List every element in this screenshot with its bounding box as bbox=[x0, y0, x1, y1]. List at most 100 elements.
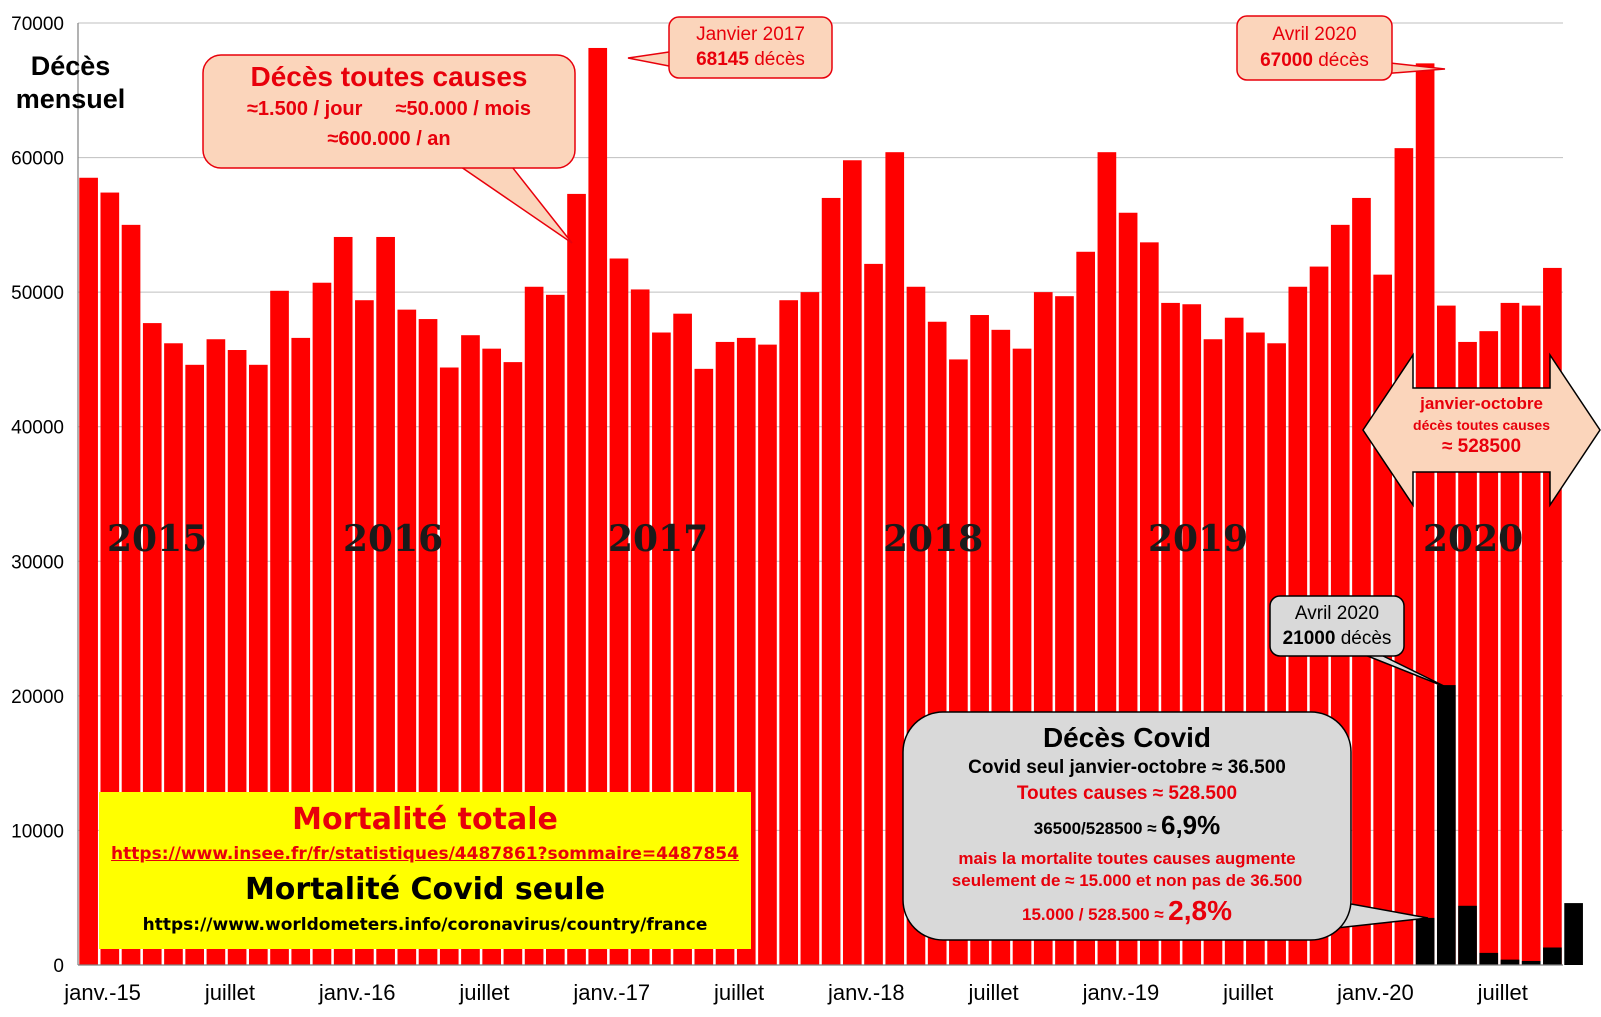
apr2020-total-callout-title: Avril 2020 bbox=[1272, 24, 1357, 45]
year-label-2018: 2018 bbox=[883, 518, 984, 560]
x-tick-label: janv.-20 bbox=[1336, 980, 1414, 1005]
bars-covid-deaths bbox=[1415, 685, 1583, 965]
bar-total bbox=[567, 193, 586, 966]
covid-box bbox=[902, 711, 1352, 941]
x-tick-label: janv.-19 bbox=[1082, 980, 1160, 1005]
apr2020-total-callout-value: 67000 bbox=[1260, 50, 1313, 71]
year-label-2020: 2020 bbox=[1423, 518, 1524, 560]
total-bubble-per-month: ≈50.000 / mois bbox=[395, 98, 532, 120]
y-tick-label: 70000 bbox=[11, 14, 64, 35]
bar-covid bbox=[1543, 947, 1562, 965]
y-axis-title-line2: mensuel bbox=[15, 84, 126, 114]
bar-total bbox=[821, 197, 841, 965]
y-tick-label: 30000 bbox=[11, 552, 64, 573]
x-tick-label: janv.-18 bbox=[827, 980, 905, 1005]
y-tick-label: 20000 bbox=[11, 687, 64, 708]
x-tick-labels: janv.-15 juillet janv.-16 juillet janv.-17 ju… bbox=[63, 980, 1528, 1005]
sources-box: Mortalité totale https://www.insee.fr/fr… bbox=[99, 792, 751, 949]
covid-box-text: Décès Covid Covid seul janvier-octobre ≈… bbox=[903, 721, 1351, 935]
jan2017-callout-value: 68145 bbox=[696, 49, 749, 70]
x-tick-label: janv.-16 bbox=[318, 980, 396, 1005]
bar-total bbox=[842, 160, 862, 965]
apr2020-total-callout-text: Avril 2020 67000 décès bbox=[1237, 22, 1392, 74]
year-label-2019: 2019 bbox=[1148, 518, 1249, 560]
total-bubble-title: Décès toutes causes bbox=[250, 61, 528, 92]
x-tick-label: juillet bbox=[713, 980, 764, 1005]
axes bbox=[77, 23, 1563, 966]
total-bubble-per-day: ≈1.500 / jour bbox=[246, 98, 363, 120]
period-arrow-line3: ≈ 528500 bbox=[1441, 436, 1522, 457]
apr2020-covid-callout-text: Avril 2020 21000 décès bbox=[1270, 601, 1404, 651]
apr2020-total-callout-unit: décès bbox=[1318, 50, 1369, 71]
bar-total bbox=[333, 236, 353, 965]
covid-box-line5: seulement de ≈ 15.000 et non pas de 36.5… bbox=[951, 871, 1303, 890]
apr2020-covid-callout-title: Avril 2020 bbox=[1294, 603, 1380, 624]
total-bubble-text: Décès toutes causes ≈1.500 / jour ≈50.00… bbox=[203, 60, 575, 154]
bar-covid bbox=[1564, 903, 1583, 965]
bar-total bbox=[609, 258, 629, 965]
covid-box-excess-label: 15.000 / 528.500 ≈ bbox=[1022, 905, 1164, 924]
apr2020-covid-callout-unit: décès bbox=[1340, 628, 1392, 649]
period-arrow-text: janvier-octobre décès toutes causes ≈ 52… bbox=[1413, 393, 1550, 459]
y-axis-title: Décès mensuel bbox=[8, 50, 133, 116]
bar-covid bbox=[1479, 952, 1499, 965]
y-tick-label: 0 bbox=[53, 956, 64, 977]
y-axis-title-line1: Décès bbox=[30, 51, 111, 81]
bar-covid bbox=[1521, 960, 1541, 965]
bar-total bbox=[376, 236, 395, 965]
y-tick-label: 50000 bbox=[11, 283, 64, 304]
total-bubble-per-year: ≈600.000 / an bbox=[327, 128, 451, 150]
bar-total bbox=[1352, 197, 1371, 965]
jan2017-callout-title: Janvier 2017 bbox=[696, 24, 805, 45]
apr2020-covid-callout-pointer bbox=[1354, 650, 1449, 689]
bar-covid bbox=[1415, 917, 1435, 965]
covid-box-excess-value: 2,8% bbox=[1168, 895, 1232, 926]
bar-total bbox=[1479, 331, 1499, 965]
total-bubble bbox=[202, 54, 576, 169]
y-tick-labels: 0 10000 20000 30000 40000 50000 60000 70000 bbox=[11, 14, 64, 977]
bar-total bbox=[864, 263, 883, 966]
source-covid-url[interactable]: https://www.worldometers.info/coronaviru… bbox=[142, 915, 708, 935]
y-tick-label: 60000 bbox=[11, 149, 64, 170]
covid-box-title: Décès Covid bbox=[1042, 722, 1212, 753]
x-tick-label: juillet bbox=[968, 980, 1019, 1005]
y-tick-label: 40000 bbox=[11, 418, 64, 439]
period-arrow-line1: janvier-octobre bbox=[1420, 394, 1543, 413]
year-label-2016: 2016 bbox=[343, 518, 444, 560]
bar-total bbox=[1394, 148, 1414, 965]
x-tick-label: juillet bbox=[1477, 980, 1528, 1005]
period-arrow-line2: décès toutes causes bbox=[1413, 417, 1550, 433]
source-covid-title: Mortalité Covid seule bbox=[244, 872, 606, 907]
bar-total bbox=[800, 292, 820, 966]
source-total-url[interactable]: https://www.insee.fr/fr/statistiques/448… bbox=[111, 844, 739, 864]
jan2017-callout-unit: décès bbox=[754, 49, 805, 70]
apr2020-total-callout-pointer bbox=[1380, 61, 1446, 75]
x-tick-label: juillet bbox=[458, 980, 509, 1005]
bar-total bbox=[779, 300, 799, 965]
total-bubble-pointer bbox=[445, 157, 573, 244]
bar-total bbox=[1415, 63, 1435, 965]
jan2017-callout-text: Janvier 2017 68145 décès bbox=[669, 22, 832, 72]
apr2020-covid-callout-value: 21000 bbox=[1282, 628, 1336, 649]
bar-total bbox=[79, 177, 98, 965]
bar-covid bbox=[1500, 959, 1520, 965]
covid-box-ratio-value: 6,9% bbox=[1160, 810, 1221, 840]
bar-total bbox=[885, 152, 905, 965]
bar-total bbox=[588, 47, 608, 965]
x-tick-label: janv.-15 bbox=[63, 980, 141, 1005]
total-bubble-line1: ≈1.500 / jour ≈50.000 / mois bbox=[203, 94, 575, 124]
jan2017-callout-pointer bbox=[627, 51, 670, 67]
y-tick-label: 10000 bbox=[11, 821, 64, 842]
covid-box-line4: mais la mortalite toutes causes augmente bbox=[958, 849, 1296, 868]
apr2020-covid-callout bbox=[1269, 595, 1405, 657]
bar-total bbox=[121, 224, 141, 965]
x-tick-label: janv.-17 bbox=[572, 980, 650, 1005]
bar-covid bbox=[1458, 905, 1477, 965]
year-label-2015: 2015 bbox=[107, 518, 208, 560]
apr2020-total-callout bbox=[1236, 15, 1393, 81]
source-total-title: Mortalité totale bbox=[292, 802, 558, 837]
jan2017-callout bbox=[668, 16, 833, 79]
covid-box-ratio-label: 36500/528500 ≈ bbox=[1033, 819, 1157, 838]
bar-total bbox=[100, 192, 120, 965]
